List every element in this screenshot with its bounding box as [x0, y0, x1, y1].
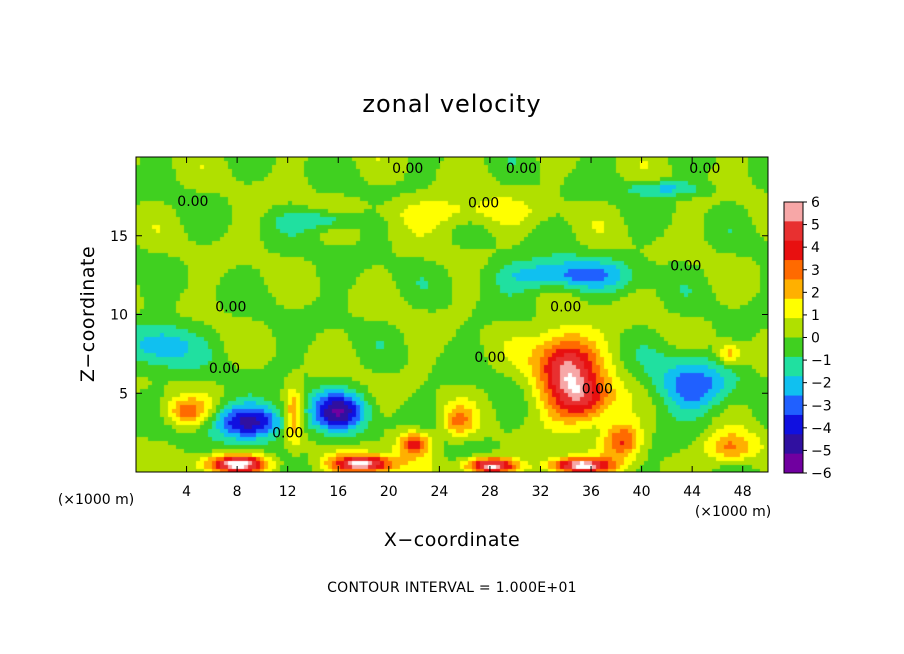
x-tick-label: 44	[683, 484, 701, 500]
colorbar-tick-label: −4	[811, 421, 832, 437]
colorbar-swatch	[784, 337, 803, 358]
plot-area: 0.00 0.00 0.00 0.00 0.00 0.00 0.00 0.00 0.00 0.00…	[135, 156, 769, 473]
colorbar-tick-label: −1	[811, 353, 832, 369]
contour-label: 0.00	[209, 361, 240, 377]
x-tick-label: 12	[279, 484, 297, 500]
y-axis: 5 10 15	[110, 229, 768, 402]
colorbar-tick-label: 3	[811, 263, 820, 279]
colorbar-tick-label: 6	[811, 195, 820, 211]
colorbar: 6 5 4 3 2 1 0 −1 −2 −3 −4 −5 −6	[783, 195, 832, 482]
x-tick-label: 36	[582, 484, 600, 500]
colorbar-swatch	[784, 453, 803, 474]
colorbar-tick-label: 4	[811, 240, 820, 256]
colorbar-swatch	[784, 240, 803, 261]
colorbar-swatch	[784, 260, 803, 280]
x-axis: 4 8 12 16 20 24 28 32 36 40 44 48	[182, 157, 752, 500]
colorbar-swatch	[784, 318, 803, 338]
colorbar-tick-label: −3	[811, 398, 832, 414]
y-tick-label: 15	[110, 229, 128, 245]
colorbar-tick-label: 2	[811, 285, 820, 301]
colorbar-tick-label: −5	[811, 443, 832, 459]
contour-label: 0.00	[392, 161, 423, 177]
contour-label: 0.00	[506, 161, 537, 177]
x-tick-label: 24	[430, 484, 448, 500]
x-unit-right: (×1000 m)	[695, 504, 771, 520]
x-axis-label: X−coordinate	[384, 529, 520, 551]
colorbar-swatch	[784, 414, 803, 435]
contour-interval-note: CONTOUR INTERVAL = 1.000E+01	[327, 580, 577, 596]
contour-label: 0.00	[689, 161, 720, 177]
colorbar-swatch	[784, 202, 803, 222]
colorbar-tick-label: 5	[811, 218, 820, 234]
x-tick-label: 4	[182, 484, 191, 500]
contour-label: 0.00	[582, 382, 613, 398]
contour-label: 0.00	[474, 350, 505, 366]
x-tick-label: 40	[633, 484, 651, 500]
contour-label: 0.00	[177, 194, 208, 210]
y-tick-label: 10	[110, 308, 128, 324]
colorbar-tick-label: −2	[811, 376, 832, 392]
x-tick-label: 28	[481, 484, 499, 500]
contour-labels: 0.00 0.00 0.00 0.00 0.00 0.00 0.00 0.00 0.00 0.00…	[177, 161, 720, 442]
x-tick-label: 20	[380, 484, 398, 500]
x-tick-label: 8	[233, 484, 242, 500]
colorbar-swatch	[784, 221, 803, 242]
contour-label: 0.00	[670, 259, 701, 275]
colorbar-tick-label: −6	[811, 466, 832, 482]
heatmap-field	[136, 157, 768, 472]
colorbar-tick-label: 0	[811, 331, 820, 347]
y-tick-label: 5	[119, 386, 128, 402]
colorbar-swatch	[784, 298, 803, 319]
x-tick-label: 32	[532, 484, 550, 500]
colorbar-tick-label: 1	[811, 308, 820, 324]
contour-label: 0.00	[468, 196, 499, 212]
colorbar-swatch	[784, 376, 803, 397]
x-unit-left: (×1000 m)	[58, 492, 134, 508]
colorbar-swatch	[784, 356, 803, 377]
x-tick-label: 48	[734, 484, 752, 500]
colorbar-swatch	[784, 434, 803, 455]
contour-label: 0.00	[272, 426, 303, 442]
chart-title: zonal velocity	[362, 90, 541, 118]
x-tick-label: 16	[329, 484, 347, 500]
colorbar-swatch	[784, 279, 803, 300]
y-axis-label: Z−coordinate	[77, 246, 99, 382]
contour-label: 0.00	[550, 300, 581, 316]
contour-label: 0.00	[215, 300, 246, 316]
colorbar-swatch	[784, 395, 803, 416]
